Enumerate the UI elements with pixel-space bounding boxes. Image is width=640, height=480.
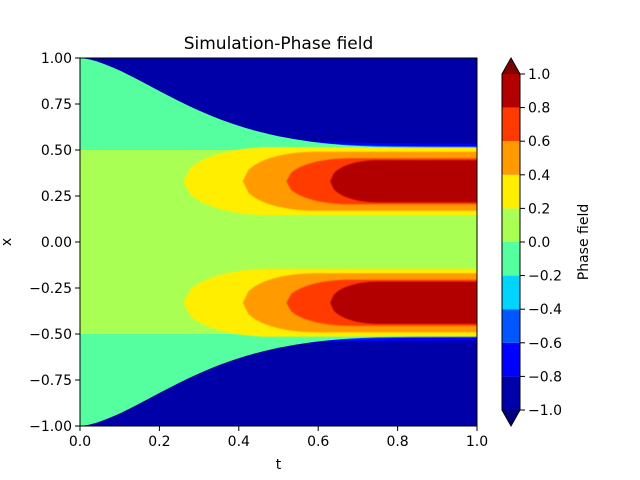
colorbar-segment (502, 309, 520, 343)
contour-bands (80, 58, 477, 426)
x-tick-label: 0.0 (69, 434, 91, 450)
y-tick-label: 0.00 (41, 235, 72, 251)
x-tick-label: 0.4 (228, 434, 250, 450)
colorbar-tick-label: 0.6 (528, 134, 550, 150)
y-tick-label: 1.00 (41, 51, 72, 67)
colorbar-tick-label: −0.8 (528, 369, 562, 385)
colorbar-tick-label: 0.2 (528, 201, 550, 217)
y-axis-label: x (0, 238, 15, 246)
band-pos08-lower (330, 281, 477, 324)
plot-area: 0.0 0.2 0.4 0.6 0.8 1.0 1.00 0.75 0.50 0.25 0.00 −… (29, 51, 488, 450)
colorbar-tick-label: 0.8 (528, 101, 550, 117)
band-pos08-upper (330, 160, 477, 203)
colorbar-tick-label: 1.0 (528, 67, 550, 83)
colorbar-extend-max (502, 58, 520, 74)
colorbar-segment (502, 107, 520, 142)
colorbar-segment (502, 242, 520, 276)
colorbar-segment (502, 376, 520, 410)
y-tick-label: 0.50 (41, 143, 72, 159)
colorbar-segment (502, 174, 520, 209)
y-tick-label: −0.50 (29, 327, 72, 343)
y-tick-label: −0.25 (29, 281, 72, 297)
x-tick-label: 0.2 (148, 434, 170, 450)
colorbar-segment (502, 141, 520, 175)
x-axis-label: t (276, 457, 282, 473)
colorbar-tick-label: 0.4 (528, 168, 550, 184)
x-tick-label: 0.8 (386, 434, 408, 450)
colorbar: 1.0 0.8 0.6 0.4 0.2 0.0 −0.2 −0.4 −0.6 −0.8 −1.0 (501, 56, 562, 428)
chart-title: Simulation-Phase field (184, 34, 374, 54)
y-tick-label: 0.75 (41, 97, 72, 113)
y-tick-label: −1.00 (29, 419, 72, 435)
colorbar-tick-label: 0.0 (528, 235, 550, 251)
colorbar-segment (502, 74, 520, 108)
colorbar-extend-min (502, 410, 520, 426)
colorbar-label: Phase field (576, 204, 592, 280)
colorbar-tick-label: −0.4 (528, 302, 562, 318)
colorbar-tick-label: −0.6 (528, 336, 562, 352)
x-tick-label: 1.0 (466, 434, 488, 450)
colorbar-tick-label: −0.2 (528, 269, 562, 285)
x-axis: 0.0 0.2 0.4 0.6 0.8 1.0 (69, 426, 488, 450)
contour-field (80, 58, 477, 426)
colorbar-tick-label: −1.0 (528, 403, 562, 419)
y-tick-label: 0.25 (41, 189, 72, 205)
y-axis: 1.00 0.75 0.50 0.25 0.00 −0.25 −0.50 −0.75 −1.00 (29, 51, 80, 435)
colorbar-segment (502, 342, 520, 377)
x-tick-label: 0.6 (307, 434, 329, 450)
y-tick-label: −0.75 (29, 373, 72, 389)
colorbar-segment (502, 275, 520, 310)
colorbar-segment (502, 208, 520, 242)
